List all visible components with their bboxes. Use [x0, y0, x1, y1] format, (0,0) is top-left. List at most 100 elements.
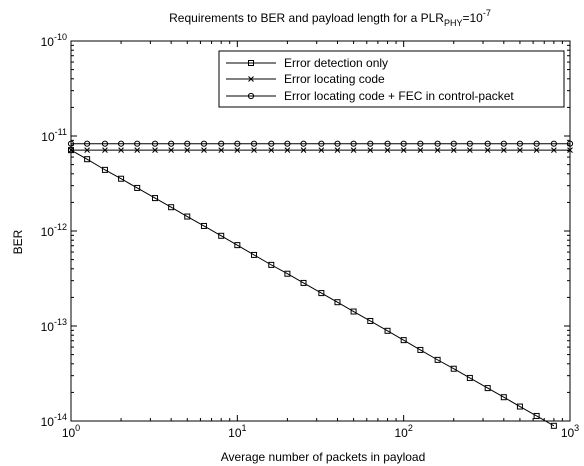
square-marker — [84, 156, 91, 163]
x-marker — [551, 147, 557, 153]
x-marker — [500, 147, 507, 153]
x-marker — [467, 147, 473, 153]
square-marker — [168, 204, 175, 211]
y-tick-label: 10-13 — [41, 317, 67, 334]
y-axis-label: BER — [11, 229, 25, 254]
square-marker — [350, 308, 357, 315]
chart-title-superscript: -7 — [483, 8, 491, 18]
y-tick-label: 10-11 — [41, 127, 67, 144]
x-marker — [118, 147, 124, 153]
series-error-locating — [68, 147, 573, 153]
circle-marker — [566, 140, 574, 147]
square-marker — [284, 270, 291, 277]
circle-marker — [218, 140, 225, 147]
square-marker — [118, 175, 125, 182]
x-marker — [84, 147, 90, 153]
circle-marker — [384, 140, 391, 147]
circle-marker — [450, 140, 457, 147]
circle-marker — [151, 140, 159, 147]
chart-title-subscript: PHY — [444, 18, 463, 28]
x-marker — [201, 147, 207, 153]
circle-marker — [84, 140, 91, 147]
x-marker — [318, 147, 325, 153]
x-marker — [567, 147, 573, 153]
square-marker — [200, 222, 207, 229]
x-marker — [234, 147, 241, 153]
x-marker — [152, 147, 158, 153]
x-marker — [384, 147, 391, 153]
circle-marker — [300, 140, 307, 147]
circle-marker — [247, 92, 255, 100]
circle-marker — [200, 140, 208, 147]
chart-title-main: Requirements to BER and payload length f… — [169, 11, 444, 25]
x-marker — [248, 76, 254, 82]
x-marker — [434, 147, 441, 153]
y-tick-label: 10-14 — [41, 412, 67, 429]
series-error-detection — [68, 147, 557, 429]
y-tick-label: 10-12 — [41, 222, 67, 239]
circle-marker — [184, 140, 191, 147]
x-marker — [184, 147, 191, 153]
legend-box — [218, 50, 565, 108]
x-marker — [218, 147, 225, 153]
x-marker — [268, 147, 275, 153]
square-marker — [234, 242, 241, 249]
x-marker — [533, 147, 540, 153]
square-marker — [300, 279, 307, 286]
square-marker — [152, 195, 159, 202]
circle-marker — [117, 140, 125, 147]
circle-marker — [500, 140, 507, 147]
square-marker — [251, 251, 258, 258]
x-marker — [450, 147, 457, 153]
circle-marker — [400, 140, 407, 147]
legend: Error detection only Error locating code… — [218, 50, 565, 108]
circle-marker — [168, 140, 175, 147]
square-marker — [134, 184, 141, 191]
x-marker — [284, 147, 291, 153]
square-marker — [318, 290, 325, 297]
square-marker — [384, 327, 391, 334]
x-marker — [68, 147, 74, 153]
circle-marker — [417, 140, 424, 147]
x-marker — [134, 147, 141, 153]
square-marker — [466, 374, 473, 381]
x-tick-label: 102 — [394, 423, 412, 440]
series-layer — [67, 140, 574, 429]
square-marker — [516, 403, 523, 410]
circle-marker — [484, 140, 491, 147]
x-marker — [300, 147, 307, 153]
square-marker — [450, 365, 457, 372]
circle-marker — [134, 140, 141, 147]
x-marker — [517, 147, 523, 153]
legend-samples — [226, 60, 276, 100]
square-marker — [484, 385, 491, 392]
circle-marker — [67, 140, 75, 147]
x-axis-label: Average number of packets in payload — [221, 450, 426, 464]
circle-marker — [516, 140, 524, 147]
square-marker — [550, 422, 557, 429]
square-marker — [218, 232, 225, 239]
x-marker — [251, 147, 257, 153]
legend-label-error-locating-fec: Error locating code + FEC in control-pac… — [284, 89, 514, 103]
chart-title: Requirements to BER and payload length f… — [169, 8, 491, 28]
circle-marker — [334, 140, 341, 147]
circle-marker — [284, 140, 291, 147]
circle-marker — [250, 140, 258, 147]
x-marker — [102, 147, 108, 153]
circle-marker — [533, 140, 540, 147]
circle-marker — [434, 140, 441, 147]
x-marker — [484, 147, 491, 153]
legend-label-error-locating: Error locating code — [284, 72, 385, 86]
legend-label-error-detection: Error detection only — [284, 56, 388, 70]
circle-marker — [318, 140, 325, 147]
x-marker — [417, 147, 424, 153]
circle-marker — [101, 140, 109, 147]
square-marker — [533, 412, 540, 419]
square-marker — [268, 261, 275, 268]
series-error-locating-fec — [67, 140, 574, 147]
circle-marker — [350, 140, 357, 147]
circle-marker — [550, 140, 557, 147]
x-marker — [367, 147, 374, 153]
square-marker — [334, 299, 341, 306]
